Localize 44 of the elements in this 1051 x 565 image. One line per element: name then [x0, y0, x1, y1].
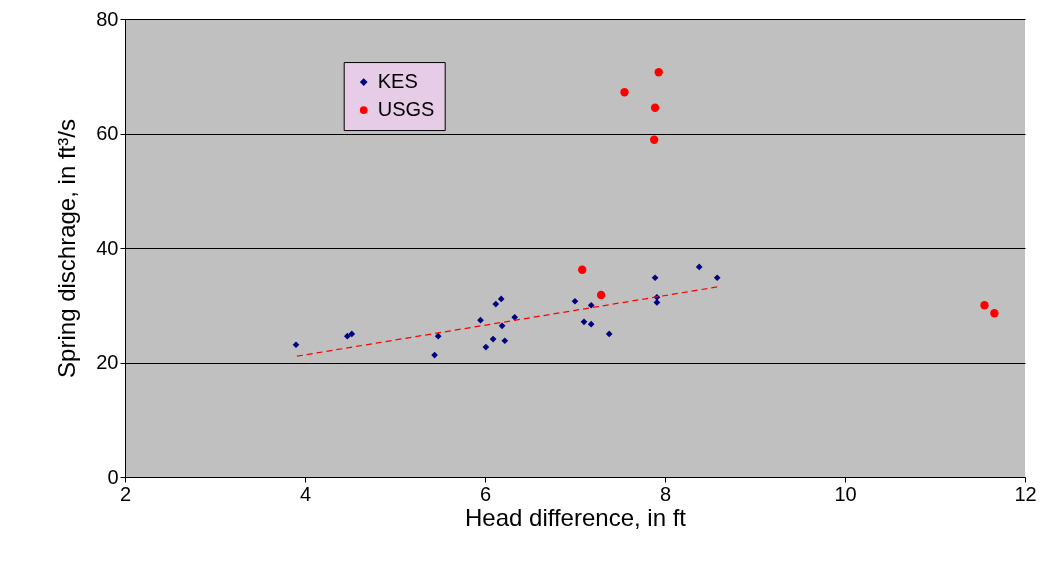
legend-label: KES — [377, 70, 418, 93]
point — [620, 88, 629, 97]
point — [501, 337, 509, 345]
point — [990, 309, 999, 318]
point — [292, 341, 300, 349]
y-tick-label: 0 — [107, 465, 119, 488]
point — [482, 343, 490, 351]
point — [434, 332, 442, 340]
y-axis-title: Spring dischrage, in ft³/s — [53, 119, 81, 378]
point — [605, 330, 613, 338]
point — [580, 318, 588, 326]
x-tick-label: 2 — [119, 482, 132, 505]
point — [511, 313, 519, 321]
point — [343, 332, 351, 340]
point — [431, 351, 438, 359]
point — [587, 301, 595, 309]
x-tick-label: 10 — [834, 482, 857, 505]
point — [578, 265, 587, 274]
point — [650, 135, 659, 144]
point — [651, 274, 659, 282]
x-tick-label: 8 — [659, 482, 672, 505]
point — [695, 263, 703, 271]
legend-label: USGS — [377, 98, 435, 121]
point — [713, 274, 721, 282]
point — [596, 290, 606, 300]
point — [587, 320, 595, 328]
y-tick-label: 20 — [96, 351, 119, 373]
point — [497, 295, 505, 303]
point — [348, 330, 356, 338]
x-axis-title: Head difference, in ft — [464, 503, 687, 531]
point — [654, 68, 663, 77]
x-tick-label: 12 — [1014, 482, 1037, 505]
point — [571, 297, 579, 305]
x-tick-label: 6 — [479, 482, 492, 505]
x-tick-label: 4 — [299, 482, 312, 505]
y-tick-label: 80 — [96, 7, 119, 30]
point — [498, 322, 506, 330]
point — [492, 300, 500, 308]
point — [980, 301, 989, 310]
point — [650, 103, 660, 112]
y-tick-label: 60 — [96, 122, 119, 144]
y-tick-label: 40 — [96, 236, 119, 259]
point — [489, 335, 497, 343]
point — [653, 299, 661, 306]
